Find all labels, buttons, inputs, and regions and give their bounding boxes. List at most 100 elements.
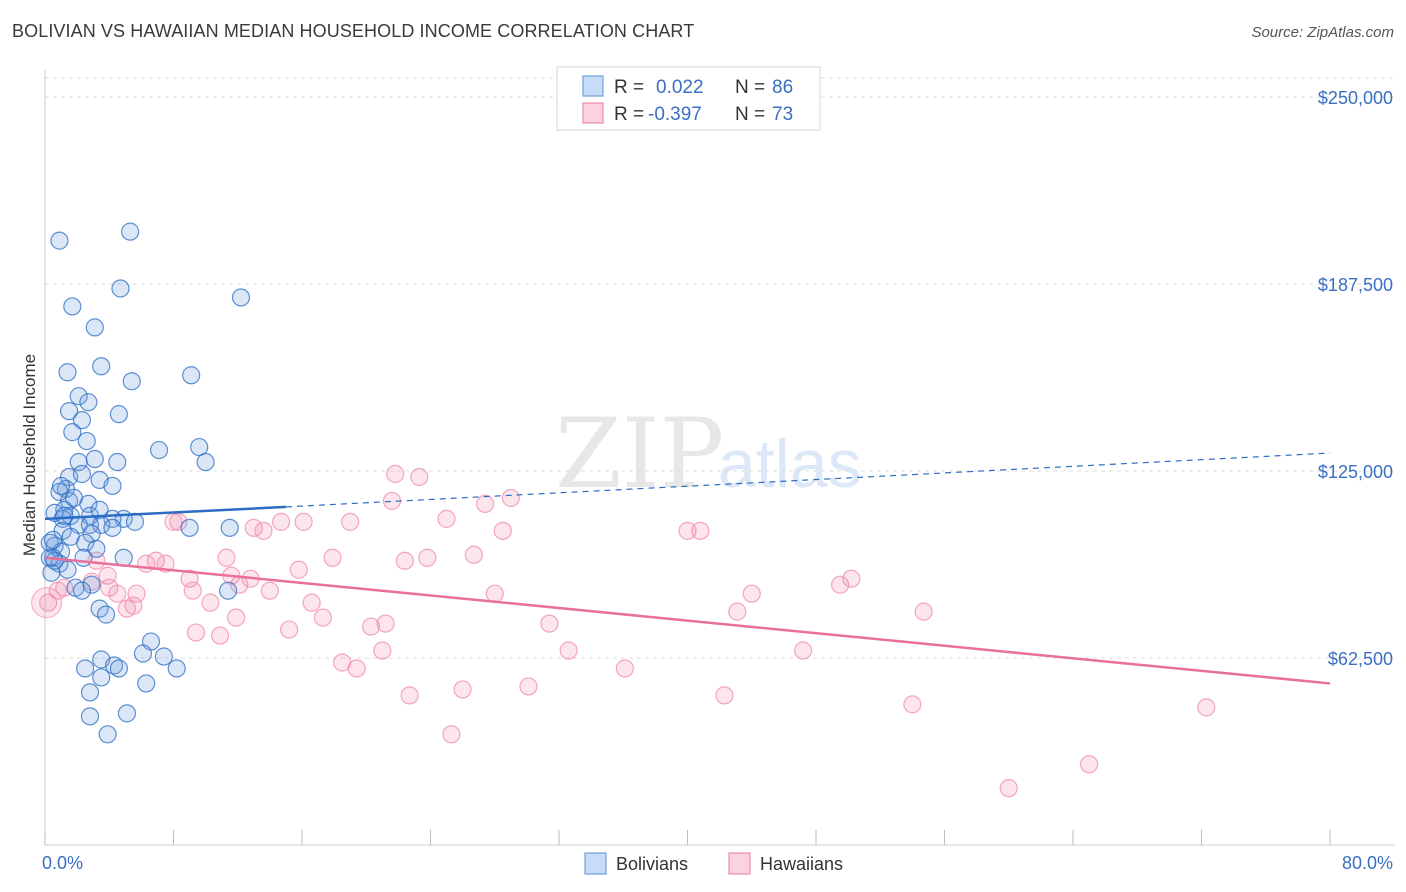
hawaiian-point-37 [341,512,360,531]
hawaiian-point-54 [493,521,512,540]
bolivian-point-45 [103,518,122,537]
bolivian-point-4 [231,288,251,307]
legend-n-label-2: N = [735,104,765,125]
hawaiian-point-60 [678,521,697,540]
bolivian-point-82 [51,476,71,496]
trend-lines [44,452,1331,685]
y-tick-label-3: $250,000 [1318,88,1393,108]
bolivian-point-6 [58,363,77,382]
hawaiian-point-56 [519,677,538,696]
legend-r-label-1: R = [614,77,644,98]
hawaiian-point-30 [280,620,299,639]
bolivian-point-80 [64,488,84,508]
hawaiian-point-59 [615,659,634,678]
hawaiian-point-31 [289,560,308,579]
legend-n-value-1: 86 [772,77,793,98]
hawaiian-trend-line [44,556,1331,685]
legend-r-label-2: R = [614,104,644,125]
bolivian-point-83 [72,464,92,484]
bolivian-point-71 [167,659,186,678]
legend-n-value-2: 73 [772,104,793,125]
bolivian-point-17 [149,440,169,460]
bolivian-point-77 [98,725,117,744]
chart-title: BOLIVIAN VS HAWAIIAN MEDIAN HOUSEHOLD IN… [12,21,695,41]
hawaiian-point-50 [453,680,472,699]
bolivian-point-9 [182,366,201,385]
hawaiian-point-62 [715,686,734,705]
bolivian-point-61 [219,581,238,600]
bolivian-point-1 [50,231,69,250]
bolivian-point-75 [117,704,137,723]
hawaiian-point-43 [386,464,405,484]
bolivian-point-85 [55,506,74,525]
bolivian-trend-extension [285,452,1331,508]
hawaiian-point-23 [227,608,246,627]
hawaiian-point-16 [180,569,199,588]
bolivian-point-84 [43,530,63,549]
hawaiian-point-61 [691,521,710,540]
bottom-legend-hawaiians: Hawaiians [760,854,843,874]
x-tick-labels: 0.0% 80.0% [42,853,1393,873]
hawaiian-point-63 [728,602,747,621]
hawaiian-point-57 [540,614,559,633]
hawaiian-point-52 [476,494,495,514]
bolivian-point-51 [87,539,106,558]
hawaiian-point-58 [559,641,578,660]
hawaiian-point-10 [127,584,146,603]
bolivian-point-57 [42,563,61,582]
hawaiian-point-71 [1079,755,1099,774]
y-tick-label-0: $62,500 [1328,649,1393,669]
bolivian-point-14 [109,405,128,424]
bolivian-point-66 [133,644,153,663]
source-label: Source: ZipAtlas.com [1251,24,1394,41]
hawaiian-point-7 [108,584,127,603]
y-axis-title: Median Household Income [20,354,39,556]
bolivian-point-12 [59,402,79,421]
hawaiian-point-19 [201,593,220,612]
hawaiian-point-55 [501,488,520,508]
hawaiian-point-27 [254,521,273,540]
hawaiian-point-28 [260,581,279,600]
bolivian-point-31 [90,500,109,519]
bolivian-point-43 [220,518,239,537]
legend-n-label-1: N = [735,77,765,98]
hawaiian-point-32 [294,512,313,531]
bolivian-point-20 [108,452,127,472]
bolivian-point-15 [63,423,82,442]
bolivian-point-60 [72,581,92,600]
bolivian-point-67 [154,647,173,666]
hawaiian-point-21 [217,548,236,567]
hawaiian-point-64 [742,584,761,603]
hawaiian-point-17 [183,581,202,600]
axes [44,70,1395,846]
bolivian-point-72 [92,668,111,687]
hawaiian-point-0 [39,593,58,612]
legend-r-value-1: 0.022 [656,77,704,98]
hawaiian-point-46 [410,467,429,487]
bolivian-point-47 [76,533,95,552]
hawaiian-point-39 [361,617,381,636]
bottom-legend-swatch-bolivian [584,852,607,875]
hawaiian-point-66 [830,575,850,594]
bolivian-point-7 [92,357,111,376]
bolivian-point-11 [79,393,98,412]
bolivian-points [40,222,251,744]
hawaiian-point-69 [914,602,933,621]
hawaiian-point-2 [48,581,67,600]
hawaiian-point-18 [186,623,206,642]
legend-swatch-bolivian [582,75,604,97]
y-tick-labels: $62,500 $125,000 $187,500 $250,000 [1318,88,1393,669]
bolivian-point-68 [76,659,95,678]
bolivian-point-16 [77,431,96,451]
hawaiian-point-67 [842,569,861,588]
bolivian-point-52 [74,548,93,567]
hawaiian-point-20 [210,626,230,645]
x-tick-label-1: 80.0% [1342,853,1393,873]
hawaiian-point-cluster [31,587,63,619]
hawaiian-point-48 [437,509,456,528]
hawaiian-point-29 [272,512,291,531]
legend-swatch-hawaiian [582,102,604,124]
bolivian-point-21 [196,452,215,472]
bolivian-point-73 [137,674,156,693]
